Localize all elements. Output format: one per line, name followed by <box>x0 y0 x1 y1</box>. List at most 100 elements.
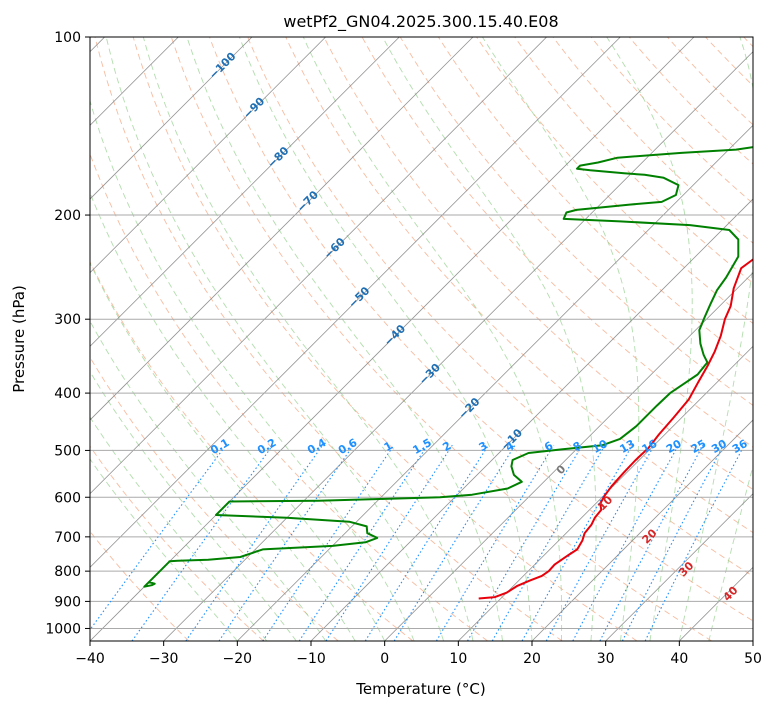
isotherm-line <box>679 566 753 641</box>
mixing-ratio-line <box>644 444 745 641</box>
isotherm-line <box>458 345 753 641</box>
isotherm-label: −60 <box>321 235 348 262</box>
isotherm-line <box>237 124 753 641</box>
mixing-ratio-line <box>545 444 655 641</box>
moist-adiabat-line <box>482 37 640 641</box>
isotherm-line <box>90 37 474 421</box>
dry-adiabat-line <box>94 37 563 641</box>
isotherm-line <box>163 51 753 641</box>
x-tick-label: 20 <box>523 651 541 667</box>
isotherm-line <box>531 419 753 641</box>
moist-adiabat-label: 20 <box>640 526 660 546</box>
y-axis-label: Pressure (hPa) <box>10 285 28 393</box>
mixing-ratio-line <box>572 444 679 641</box>
mixing-ratio-line <box>90 444 227 631</box>
mixing-ratio-label: 0.6 <box>336 436 360 457</box>
dry-adiabat-line <box>323 37 753 491</box>
isotherm-line <box>310 198 753 641</box>
y-tick-label: 700 <box>54 530 81 546</box>
mixing-ratio-label: 25 <box>689 437 709 456</box>
mixing-ratio-line <box>218 444 354 641</box>
mixing-ratio-line <box>131 444 274 641</box>
mixing-ratio-line <box>521 444 633 641</box>
mixing-ratio-label: 20 <box>664 437 684 456</box>
background-lines <box>90 37 753 641</box>
moist-adiabat-label: 40 <box>721 584 741 604</box>
isotherm-label: −70 <box>294 188 321 215</box>
mixing-ratio-label: 3 <box>477 439 490 454</box>
dry-adiabat-line <box>628 37 753 165</box>
isotherm-line <box>90 37 547 495</box>
dry-adiabat-line <box>90 260 414 641</box>
mixing-ratio-line <box>262 444 395 641</box>
isotherm-label: −100 <box>207 50 239 82</box>
dry-adiabat-line <box>285 37 753 534</box>
y-tick-label: 600 <box>54 490 81 506</box>
chart-title: wetPf2_GN04.2025.300.15.40.E08 <box>283 12 558 32</box>
mixing-ratio-line <box>325 444 453 641</box>
temperature-profile-line <box>478 258 753 600</box>
x-axis-label: Temperature (°C) <box>355 680 485 698</box>
isotherm-line <box>384 272 753 641</box>
mixing-ratio-label: 10 <box>590 437 610 456</box>
y-tick-label: 500 <box>54 443 81 459</box>
y-tick-label: 300 <box>54 312 81 328</box>
isotherm-line <box>752 640 753 641</box>
moist-adiabat-line <box>142 37 474 641</box>
dry-adiabat-line <box>132 37 638 641</box>
dry-adiabat-line <box>399 37 753 406</box>
mixing-ratio-line <box>364 444 489 641</box>
x-tick-label: 30 <box>597 651 615 667</box>
isotherm-label: −80 <box>265 144 292 171</box>
moist-adiabat-line <box>90 320 327 641</box>
moist-adiabat-line <box>90 370 297 641</box>
moist-adiabat-line <box>708 464 753 641</box>
x-tick-label: −10 <box>296 651 326 667</box>
x-tick-label: 10 <box>449 651 467 667</box>
mixing-ratio-line <box>298 444 429 641</box>
dry-adiabat-line <box>90 152 488 641</box>
y-tick-label: 100 <box>54 30 81 46</box>
x-tick-label: −20 <box>223 651 253 667</box>
isotherm-label: −50 <box>346 284 373 311</box>
dry-adiabat-line <box>514 37 753 284</box>
mixing-ratio-line <box>185 444 324 641</box>
isotherm-line <box>90 37 253 200</box>
moist-adiabat-label: 30 <box>676 559 696 579</box>
dry-adiabat-line <box>90 530 190 641</box>
moist-adiabat-label: 10 <box>595 493 615 513</box>
moist-adiabat-line <box>382 37 597 641</box>
isotherm-line <box>90 37 621 568</box>
moist-adiabat-line <box>90 191 386 641</box>
mixing-ratio-label: 0.2 <box>255 436 278 457</box>
dry-adiabat-line <box>209 37 753 622</box>
y-tick-label: 400 <box>54 386 81 402</box>
mixing-ratio-label: 1 <box>382 439 395 454</box>
x-tick-label: −40 <box>75 651 105 667</box>
mixing-ratio-label: 1.5 <box>410 436 433 457</box>
isotherm-line <box>90 37 326 274</box>
mixing-ratio-line <box>621 444 724 641</box>
moist-adiabat-line <box>678 37 753 641</box>
isotherm-line <box>90 37 400 347</box>
dry-adiabat-line <box>552 37 753 244</box>
x-tick-label: 40 <box>670 651 688 667</box>
y-axis: 100 200 300 400 500 600 700 800 900 1000 <box>45 30 90 637</box>
x-tick-label: −30 <box>149 651 179 667</box>
moist-adiabat-line <box>90 416 268 641</box>
y-tick-label: 200 <box>54 208 81 224</box>
dry-adiabat-line <box>90 356 339 641</box>
dry-adiabat-line <box>667 37 753 126</box>
x-tick-label: 50 <box>744 651 762 667</box>
x-tick-label: 0 <box>380 651 389 667</box>
mixing-ratio-line <box>393 444 516 641</box>
profile-series <box>143 146 753 600</box>
moist-adiabat-line <box>186 37 503 641</box>
dry-adiabat-line <box>705 37 753 87</box>
isotherm-line <box>90 37 695 641</box>
dry-adiabat-line <box>90 445 264 641</box>
mixing-ratio-label: 0.4 <box>305 436 329 457</box>
mixing-ratio-label: 13 <box>618 437 638 456</box>
moist-adiabat-line <box>105 37 445 641</box>
